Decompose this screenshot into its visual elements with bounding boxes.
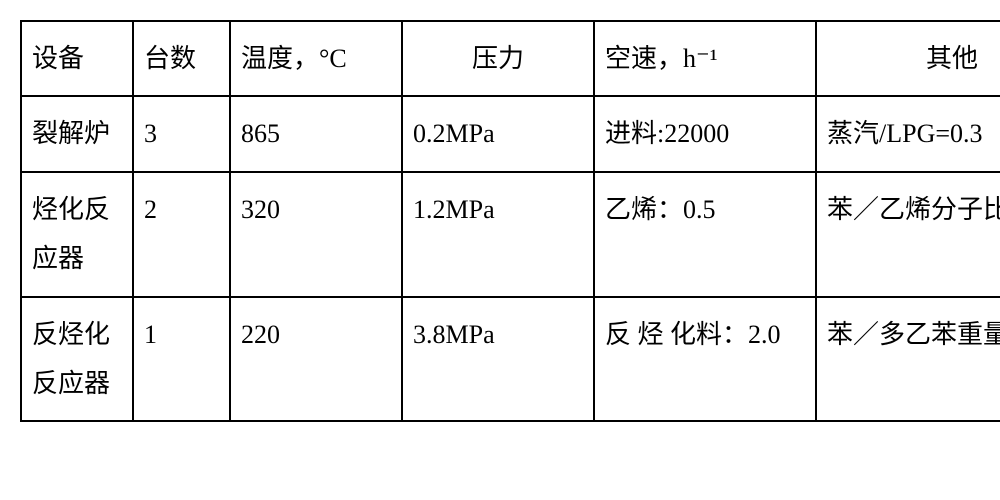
cell-speed: 乙烯：0.5 — [594, 172, 816, 297]
col-header-temperature: 温度，°C — [230, 21, 402, 96]
cell-temperature: 865 — [230, 96, 402, 171]
cell-count: 3 — [133, 96, 230, 171]
cell-speed: 反 烃 化料：2.0 — [594, 297, 816, 422]
col-header-pressure: 压力 — [402, 21, 594, 96]
table-row: 反烃化反应器 1 220 3.8MPa 反 烃 化料：2.0 苯／多乙苯重量比 … — [21, 297, 1000, 422]
cell-pressure: 0.2MPa — [402, 96, 594, 171]
cell-count: 2 — [133, 172, 230, 297]
table-row: 裂解炉 3 865 0.2MPa 进料:22000 蒸汽/LPG=0.3 — [21, 96, 1000, 171]
cell-equipment: 反烃化反应器 — [21, 297, 133, 422]
table-header-row: 设备 台数 温度，°C 压力 空速，h⁻¹ 其他 — [21, 21, 1000, 96]
cell-temperature: 220 — [230, 297, 402, 422]
cell-other: 苯／乙烯分子比 5 — [816, 172, 1000, 297]
cell-other: 苯／多乙苯重量比 7 — [816, 297, 1000, 422]
cell-temperature: 320 — [230, 172, 402, 297]
col-header-other: 其他 — [816, 21, 1000, 96]
table-row: 烃化反应器 2 320 1.2MPa 乙烯：0.5 苯／乙烯分子比 5 — [21, 172, 1000, 297]
col-header-equipment: 设备 — [21, 21, 133, 96]
cell-equipment: 裂解炉 — [21, 96, 133, 171]
cell-equipment: 烃化反应器 — [21, 172, 133, 297]
cell-pressure: 1.2MPa — [402, 172, 594, 297]
cell-pressure: 3.8MPa — [402, 297, 594, 422]
col-header-speed: 空速，h⁻¹ — [594, 21, 816, 96]
cell-speed: 进料:22000 — [594, 96, 816, 171]
cell-other: 蒸汽/LPG=0.3 — [816, 96, 1000, 171]
col-header-count: 台数 — [133, 21, 230, 96]
parameters-table: 设备 台数 温度，°C 压力 空速，h⁻¹ 其他 裂解炉 3 865 0.2MP… — [20, 20, 1000, 422]
cell-count: 1 — [133, 297, 230, 422]
